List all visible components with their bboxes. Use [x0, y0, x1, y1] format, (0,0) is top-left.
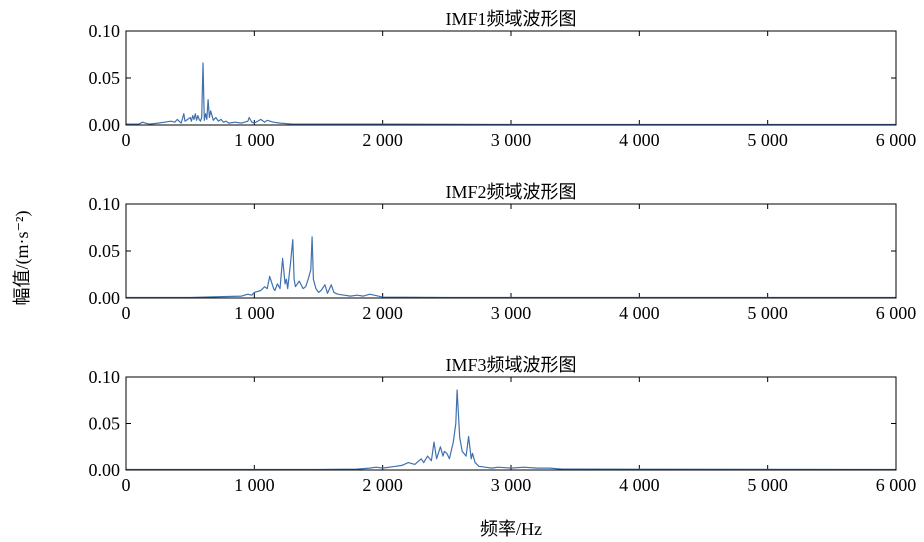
x-tick-label: 0	[122, 475, 131, 495]
y-tick-label: 0.05	[89, 241, 121, 261]
y-tick-label: 0.10	[89, 367, 121, 387]
x-tick-label: 5 000	[747, 303, 788, 323]
x-tick-label: 1 000	[234, 475, 275, 495]
y-tick-label: 0.00	[89, 115, 121, 135]
x-tick-label: 2 000	[362, 303, 403, 323]
chart-panel-3: IMF3频域波形图 0 1 000 2 000 3 000 4 000 5 000 6 000…	[89, 355, 917, 495]
plot-frame	[125, 376, 897, 471]
y-tick-label: 0.05	[89, 68, 121, 88]
series-line	[126, 389, 897, 471]
x-tick-label: 0	[122, 130, 131, 150]
panel-title: IMF3频域波形图	[445, 355, 576, 375]
chart-panel-1: IMF1频域波形图 0 1 000 2 000 3 000 4 000 5 000 6 000…	[89, 9, 917, 150]
plot-frame	[125, 203, 897, 299]
x-tick-label: 3 000	[491, 130, 532, 150]
x-tick-label: 3 000	[491, 475, 532, 495]
x-tick-label: 2 000	[362, 130, 403, 150]
x-tick-label: 3 000	[491, 303, 532, 323]
series-line	[126, 62, 896, 126]
x-tick-label: 4 000	[619, 303, 660, 323]
x-tick-label: 4 000	[619, 130, 660, 150]
x-tick-label: 5 000	[747, 130, 788, 150]
panel-title: IMF1频域波形图	[445, 9, 576, 29]
x-tick-label: 2 000	[362, 475, 403, 495]
x-tick-label: 4 000	[619, 475, 660, 495]
y-tick-label: 0.10	[89, 21, 121, 41]
x-tick-label: 6 000	[876, 303, 917, 323]
chart-panel-2: IMF2频域波形图 0 1 000 2 000 3 000 4 000 5 000 6 000…	[89, 182, 917, 323]
x-axis-label: 频率/Hz	[480, 519, 542, 539]
x-tick-label: 6 000	[876, 475, 917, 495]
x-tick-label: 5 000	[747, 475, 788, 495]
y-tick-label: 0.10	[89, 194, 121, 214]
y-tick-label: 0.05	[89, 414, 121, 434]
x-tick-label: 1 000	[234, 130, 275, 150]
x-tick-label: 1 000	[234, 303, 275, 323]
y-axis-label: 幅值/(m·s⁻²)	[12, 211, 33, 306]
y-tick-label: 0.00	[89, 288, 121, 308]
y-tick-label: 0.00	[89, 460, 121, 480]
panel-title: IMF2频域波形图	[445, 182, 576, 202]
x-tick-label: 0	[122, 303, 131, 323]
series-line	[126, 236, 896, 299]
plot-frame	[125, 30, 897, 126]
x-tick-label: 6 000	[876, 130, 917, 150]
